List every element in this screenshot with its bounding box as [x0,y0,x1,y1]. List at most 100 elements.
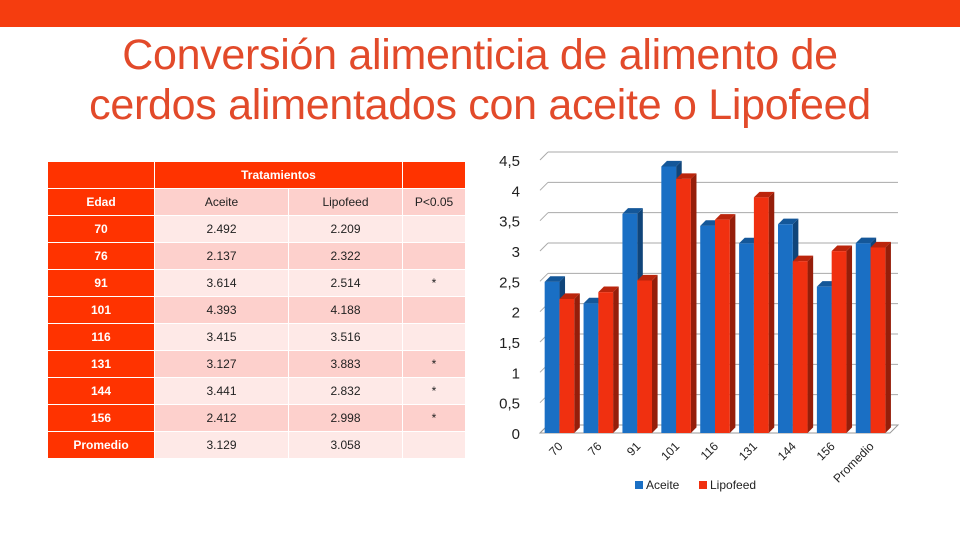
bar-top-aceite-91 [622,208,643,214]
y-tick-label: 3,5 [499,214,520,231]
bar-lipofeed-156 [831,251,847,433]
table-row: 101 4.393 4.188 [47,296,466,324]
table-row: 144 3.441 2.832 * [47,377,466,405]
bar-side-lipofeed-144 [807,255,814,433]
row-label: 91 [47,269,155,297]
bar-side-lipofeed-70 [574,293,580,433]
x-tick-label: 70 [546,439,566,459]
row-label: 76 [47,242,155,270]
bar-top-aceite-Promedio [855,237,877,244]
bar-lipofeed-144 [792,261,808,433]
row-label: 101 [47,296,155,324]
cell-p [402,242,466,270]
bar-chart: 0 0,5 1 1,5 2 2,5 3 3,5 4 4,5 70 76 91 101 116 131 144 15… [499,151,900,492]
table-row: 156 2.412 2.998 * [47,404,466,432]
y-tick-label: 1,5 [499,335,520,352]
x-tick-label: 76 [585,439,605,459]
bar-aceite-91 [622,213,638,433]
y-tick-label: 3 [512,244,520,261]
column-header-p: P<0.05 [402,188,466,216]
row-label: 144 [47,377,155,405]
cell-p [402,215,466,243]
slide-title: Conversión alimenticia de alimento de ce… [20,30,940,130]
gridline-depth [539,181,549,191]
x-tick-label: 101 [658,439,682,463]
bar-side-lipofeed-Promedio [885,241,891,433]
bar-top-lipofeed-Promedio [870,241,891,248]
title-line-1: Conversión alimenticia de alimento de [122,31,838,79]
row-label: 131 [47,350,155,378]
table-row: 76 2.137 2.322 [47,242,466,270]
gridline-depth [539,242,549,252]
cell-aceite: 3.129 [154,431,289,459]
bar-side-lipofeed-131 [768,191,775,433]
cell-lipofeed: 2.322 [288,242,403,270]
bar-aceite-144 [778,224,793,433]
bar-aceite-156 [816,286,832,433]
y-tick-label: 2 [512,305,520,322]
y-tick-label: 4,5 [499,153,520,170]
x-tick-label: Promedio [830,439,876,485]
cell-lipofeed: 2.209 [288,215,403,243]
bar-lipofeed-131 [753,197,769,433]
row-label: 116 [47,323,155,351]
cell-p: * [402,404,466,432]
table-column-header-row: Edad Aceite Lipofeed P<0.05 [47,188,466,216]
cell-lipofeed: 3.058 [288,431,403,459]
cell-aceite: 4.393 [154,296,289,324]
bar-aceite-Promedio [855,243,871,433]
cell-aceite: 3.127 [154,350,289,378]
cell-p: * [402,269,466,297]
bar-top-lipofeed-101 [676,173,697,179]
bar-top-aceite-101 [661,160,682,167]
gridline-depth [539,151,549,161]
legend-swatch-aceite [635,481,643,489]
x-tick-label: 131 [736,439,760,463]
cell-aceite: 3.614 [154,269,289,297]
bar-top-lipofeed-76 [598,286,619,293]
x-tick-label: 91 [624,439,644,459]
legend-label-lipofeed: Lipofeed [710,478,756,492]
table-corner-cell [47,161,155,189]
column-header-aceite: Aceite [154,188,289,216]
cell-aceite: 2.492 [154,215,289,243]
cell-lipofeed: 2.514 [288,269,403,297]
bar-side-lipofeed-76 [613,286,619,433]
cell-aceite: 3.415 [154,323,289,351]
group-header-tratamientos: Tratamientos [154,161,403,189]
bar-lipofeed-Promedio [870,247,886,433]
cell-lipofeed: 3.883 [288,350,403,378]
bar-aceite-116 [700,225,715,433]
bar-top-aceite-144 [778,218,799,225]
bar-lipofeed-76 [598,292,614,433]
x-tick-label: 144 [775,439,799,463]
row-label: 156 [47,404,155,432]
column-header-edad: Edad [47,188,155,216]
table-row: 70 2.492 2.209 [47,215,466,243]
row-label: 70 [47,215,155,243]
cell-p [402,431,466,459]
bar-side-lipofeed-101 [690,173,697,433]
bar-aceite-76 [583,303,599,433]
legend-label-aceite: Aceite [646,478,680,492]
bar-side-lipofeed-91 [652,274,658,433]
y-tick-label: 0 [512,426,520,443]
cell-aceite: 2.137 [154,242,289,270]
top-accent-bar [0,0,960,27]
cell-lipofeed: 2.832 [288,377,403,405]
bar-lipofeed-101 [676,178,691,433]
cell-p [402,323,466,351]
data-table: Tratamientos Edad Aceite Lipofeed P<0.05… [47,161,466,459]
cell-aceite: 2.412 [154,404,289,432]
cell-p: * [402,377,466,405]
y-tick-label: 4 [512,183,520,200]
bar-aceite-70 [544,281,560,433]
cell-lipofeed: 4.188 [288,296,403,324]
bar-lipofeed-70 [559,298,575,433]
y-tick-label: 2,5 [499,274,520,291]
bar-top-lipofeed-116 [715,214,736,220]
cell-p [402,296,466,324]
cell-lipofeed: 3.516 [288,323,403,351]
cell-aceite: 3.441 [154,377,289,405]
y-tick-label: 1 [512,365,520,382]
